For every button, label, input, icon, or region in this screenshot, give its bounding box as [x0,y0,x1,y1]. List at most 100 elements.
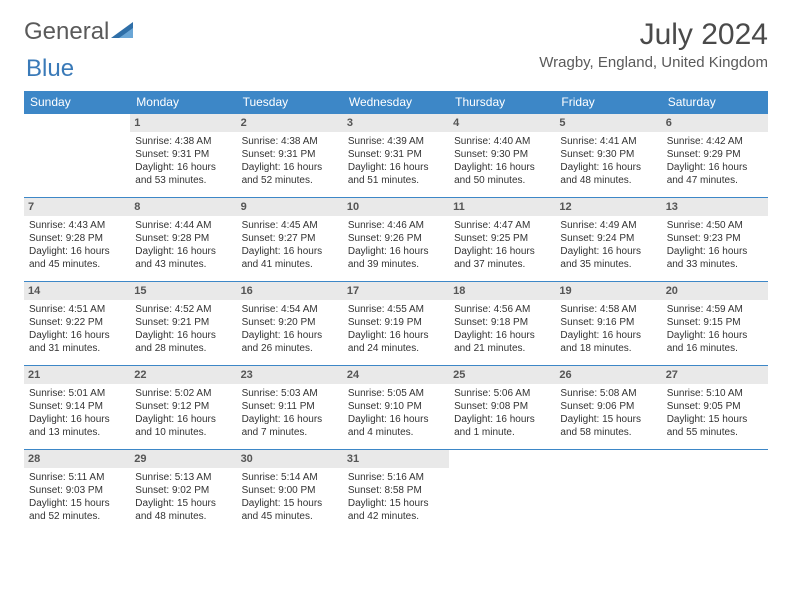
calendar-day-cell: 20Sunrise: 4:59 AMSunset: 9:15 PMDayligh… [662,282,768,366]
calendar-day-cell: 15Sunrise: 4:52 AMSunset: 9:21 PMDayligh… [130,282,236,366]
sunset-text: Sunset: 9:11 PM [242,400,338,413]
daylight-text: Daylight: 16 hours and 18 minutes. [560,329,656,355]
calendar-day-cell: 16Sunrise: 4:54 AMSunset: 9:20 PMDayligh… [237,282,343,366]
calendar-day-cell: 7Sunrise: 4:43 AMSunset: 9:28 PMDaylight… [24,198,130,282]
daylight-text: Daylight: 16 hours and 35 minutes. [560,245,656,271]
calendar-day-cell: 23Sunrise: 5:03 AMSunset: 9:11 PMDayligh… [237,366,343,450]
calendar-day-cell: 8Sunrise: 4:44 AMSunset: 9:28 PMDaylight… [130,198,236,282]
calendar-day-cell: 6Sunrise: 4:42 AMSunset: 9:29 PMDaylight… [662,114,768,198]
daylight-text: Daylight: 16 hours and 52 minutes. [242,161,338,187]
calendar-day-cell: 9Sunrise: 4:45 AMSunset: 9:27 PMDaylight… [237,198,343,282]
day-number: 2 [237,114,343,132]
calendar-week-row: 28Sunrise: 5:11 AMSunset: 9:03 PMDayligh… [24,450,768,534]
calendar-day-cell: 31 Sunrise: 5:16 AMSunset: 8:58 PMDayligh… [343,450,449,534]
daylight-text: Daylight: 16 hours and 13 minutes. [29,413,125,439]
daylight-text: Daylight: 16 hours and 53 minutes. [135,161,231,187]
sunrise-text: Sunrise: 4:38 AM [135,135,231,148]
calendar-body: 1Sunrise: 4:38 AMSunset: 9:31 PMDaylight… [24,114,768,534]
sunset-text: Sunset: 9:02 PM [135,484,231,497]
brand-triangle-icon [111,20,137,45]
daylight-text: Daylight: 16 hours and 1 minute. [454,413,550,439]
calendar-day-cell: 27 Sunrise: 5:10 AMSunset: 9:05 PMDayligh… [662,366,768,450]
sunrise-text: Sunrise: 4:45 AM [242,219,338,232]
daylight-text: Daylight: 16 hours and 16 minutes. [667,329,763,355]
daylight-text: Daylight: 16 hours and 31 minutes. [29,329,125,355]
calendar-day-cell: 29 Sunrise: 5:13 AMSunset: 9:02 PMDayligh… [130,450,236,534]
sunrise-text: Sunrise: 5:11 AM [29,471,125,484]
sunset-text: Sunset: 9:10 PM [348,400,444,413]
daylight-text: Daylight: 16 hours and 21 minutes. [454,329,550,355]
daylight-text: Daylight: 15 hours and 42 minutes. [348,497,444,523]
location-text: Wragby, England, United Kingdom [539,54,768,71]
day-number: 24 [343,366,449,384]
sunset-text: Sunset: 9:31 PM [135,148,231,161]
calendar-day-cell: 10Sunrise: 4:46 AMSunset: 9:26 PMDayligh… [343,198,449,282]
title-block: July 2024 Wragby, England, United Kingdo… [539,18,768,71]
sunrise-text: Sunrise: 4:50 AM [667,219,763,232]
calendar-day-cell: 1 Sunrise: 4:38 AMSunset: 9:31 PMDaylight… [130,114,236,198]
daylight-text: Daylight: 16 hours and 51 minutes. [348,161,444,187]
calendar-week-row: 1Sunrise: 4:38 AMSunset: 9:31 PMDaylight… [24,114,768,198]
calendar-day-cell: 11Sunrise: 4:47 AMSunset: 9:25 PMDayligh… [449,198,555,282]
sunset-text: Sunset: 9:31 PM [348,148,444,161]
sunrise-text: Sunrise: 5:13 AM [135,471,231,484]
sunrise-text: Sunrise: 5:10 AM [667,387,763,400]
daylight-text: Daylight: 15 hours and 45 minutes. [242,497,338,523]
sunset-text: Sunset: 9:21 PM [135,316,231,329]
calendar-day-cell: 28Sunrise: 5:11 AMSunset: 9:03 PMDayligh… [24,450,130,534]
sunrise-text: Sunrise: 4:40 AM [454,135,550,148]
day-number: 16 [237,282,343,300]
brand-text-1: General [24,18,109,46]
sunrise-text: Sunrise: 4:42 AM [667,135,763,148]
day-number: 3 [343,114,449,132]
sunrise-text: Sunrise: 5:16 AM [348,471,444,484]
sunset-text: Sunset: 9:05 PM [667,400,763,413]
sunrise-text: Sunrise: 4:43 AM [29,219,125,232]
daylight-text: Daylight: 15 hours and 55 minutes. [667,413,763,439]
calendar-week-row: 21Sunrise: 5:01 AMSunset: 9:14 PMDayligh… [24,366,768,450]
brand-logo: General [24,18,139,46]
month-title: July 2024 [539,18,768,52]
sunrise-text: Sunrise: 5:05 AM [348,387,444,400]
day-number: 5 [555,114,661,132]
sunset-text: Sunset: 9:15 PM [667,316,763,329]
sunset-text: Sunset: 9:06 PM [560,400,656,413]
sunset-text: Sunset: 9:00 PM [242,484,338,497]
day-number: 8 [130,198,236,216]
day-number: 27 [662,366,768,384]
day-number: 29 [130,450,236,468]
sunrise-text: Sunrise: 4:54 AM [242,303,338,316]
day-number: 4 [449,114,555,132]
day-number: 10 [343,198,449,216]
sunset-text: Sunset: 9:30 PM [454,148,550,161]
sunrise-text: Sunrise: 5:06 AM [454,387,550,400]
day-number: 21 [24,366,130,384]
sunset-text: Sunset: 8:58 PM [348,484,444,497]
day-number: 31 [343,450,449,468]
sunset-text: Sunset: 9:26 PM [348,232,444,245]
sunset-text: Sunset: 9:28 PM [135,232,231,245]
sunset-text: Sunset: 9:14 PM [29,400,125,413]
daylight-text: Daylight: 16 hours and 7 minutes. [242,413,338,439]
sunset-text: Sunset: 9:08 PM [454,400,550,413]
sunrise-text: Sunrise: 4:46 AM [348,219,444,232]
day-number: 1 [130,114,236,132]
calendar-day-cell: 25 Sunrise: 5:06 AMSunset: 9:08 PMDayligh… [449,366,555,450]
calendar-day-cell: 2Sunrise: 4:38 AMSunset: 9:31 PMDaylight… [237,114,343,198]
day-number: 20 [662,282,768,300]
daylight-text: Daylight: 16 hours and 48 minutes. [560,161,656,187]
daylight-text: Daylight: 16 hours and 47 minutes. [667,161,763,187]
day-number: 19 [555,282,661,300]
day-number: 28 [24,450,130,468]
sunrise-text: Sunrise: 4:47 AM [454,219,550,232]
day-header: Friday [555,91,661,114]
daylight-text: Daylight: 15 hours and 48 minutes. [135,497,231,523]
daylight-text: Daylight: 16 hours and 41 minutes. [242,245,338,271]
day-number: 18 [449,282,555,300]
calendar-day-cell: 5Sunrise: 4:41 AMSunset: 9:30 PMDaylight… [555,114,661,198]
calendar-week-row: 14Sunrise: 4:51 AMSunset: 9:22 PMDayligh… [24,282,768,366]
daylight-text: Daylight: 16 hours and 37 minutes. [454,245,550,271]
daylight-text: Daylight: 15 hours and 52 minutes. [29,497,125,523]
day-number: 25 [449,366,555,384]
sunset-text: Sunset: 9:31 PM [242,148,338,161]
